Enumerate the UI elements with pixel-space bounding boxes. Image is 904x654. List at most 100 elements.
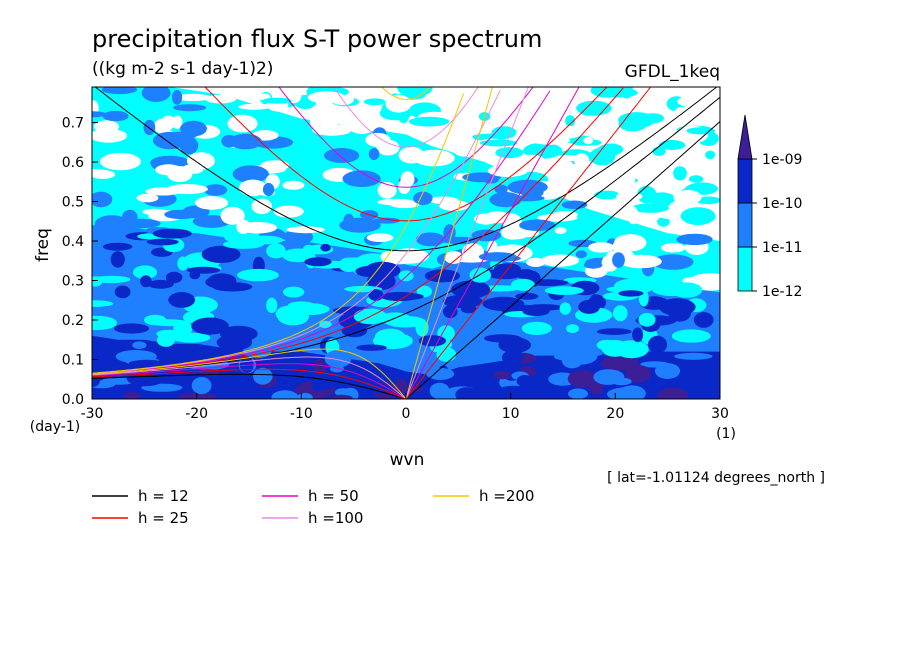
- contour-patch: [657, 387, 689, 399]
- contour-patch: [94, 215, 129, 232]
- contour-patch: [236, 219, 251, 234]
- contour-patch: [398, 146, 425, 164]
- contour-patch: [546, 93, 560, 108]
- colorbar-extension: [737, 114, 753, 160]
- contour-patch: [282, 180, 305, 190]
- contour-patch: [172, 90, 183, 105]
- contour-patch: [146, 238, 179, 246]
- contour-patch: [283, 229, 314, 245]
- colorbar-label: 1e-12: [762, 284, 802, 300]
- contour-patch: [372, 332, 413, 349]
- contour-patch: [92, 300, 114, 307]
- contour-patch: [686, 127, 716, 135]
- x-axis-ticks: -30 -20 -10 0 10 20 30: [81, 393, 729, 422]
- contour-patch: [191, 377, 212, 395]
- contour-patch: [510, 278, 535, 291]
- inertia-gravity-curve-h50: [278, 87, 534, 188]
- contour-patch: [594, 190, 620, 200]
- contour-patch: [132, 341, 147, 350]
- contour-patch: [330, 394, 353, 399]
- contour-patch: [479, 139, 518, 147]
- contour-patch: [559, 302, 571, 315]
- legend: h = 12 h = 25 h = 50 h =100 h =200: [92, 487, 534, 527]
- contour-patch: [647, 192, 676, 205]
- contour-patch: [309, 114, 321, 129]
- contour-patch: [205, 94, 237, 104]
- contour-patch: [201, 245, 241, 263]
- colorbar-label: 1e-10: [762, 196, 802, 212]
- contour-patch: [705, 150, 716, 160]
- y-axis-unit: (day-1): [30, 419, 80, 435]
- contour-patch: [147, 279, 174, 289]
- contour-patch: [451, 280, 491, 299]
- contour-patch: [156, 333, 175, 347]
- x-tick-label: 20: [606, 406, 624, 422]
- contour-patch: [266, 297, 278, 313]
- contour-patch: [408, 116, 450, 127]
- contour-patch: [92, 315, 118, 331]
- contour-patch: [266, 243, 286, 259]
- contour-patch: [544, 286, 584, 295]
- x-axis-label: wvn: [390, 450, 425, 470]
- contour-patch: [262, 97, 292, 104]
- rossby-curve-h12: [92, 373, 407, 399]
- contour-patch: [368, 148, 380, 160]
- contour-patch: [460, 304, 477, 314]
- contour-patch: [627, 206, 639, 225]
- contour-patch: [154, 118, 172, 134]
- contour-patch: [397, 87, 433, 97]
- contour-patch: [673, 190, 702, 205]
- contour-patch: [297, 392, 313, 399]
- contour-patch: [174, 93, 212, 101]
- x-tick-label: 30: [711, 406, 729, 422]
- contour-patch: [575, 250, 587, 259]
- contour-patch: [385, 94, 412, 113]
- contour-patch: [415, 232, 446, 247]
- contour-patch: [478, 371, 493, 384]
- contour-patch: [624, 278, 664, 289]
- contour-patch: [238, 103, 271, 110]
- contour-patch: [186, 266, 221, 274]
- contour-patch: [366, 233, 394, 243]
- contour-patch: [192, 215, 231, 228]
- contour-patch: [526, 257, 546, 267]
- inertia-gravity-curve-h25: [204, 87, 608, 222]
- contour-patch: [482, 387, 504, 399]
- contour-patch: [368, 289, 384, 301]
- y-axis-ticks: 0.0 0.1 0.2 0.3 0.4 0.5 0.6 0.7: [62, 116, 98, 408]
- mixed-rossby-gravity-curve-h50: [92, 90, 551, 375]
- contour-patch: [616, 191, 643, 202]
- contour-patch: [618, 385, 646, 399]
- contour-patch: [599, 172, 636, 189]
- dispersion-curves: [92, 87, 720, 399]
- contour-patch: [92, 353, 108, 361]
- contour-patch: [522, 306, 550, 316]
- contour-patch: [260, 160, 290, 171]
- contour-patch: [523, 142, 563, 159]
- contour-patch: [324, 148, 360, 163]
- contour-patch: [207, 273, 237, 289]
- legend-label: h = 12: [138, 487, 189, 505]
- x-tick-label: -30: [81, 406, 104, 422]
- contour-patch: [141, 87, 171, 102]
- contour-patch: [380, 251, 398, 263]
- contour-patch: [518, 97, 547, 108]
- contour-patch: [583, 261, 603, 269]
- contour-patch: [348, 119, 375, 134]
- contour-patch: [346, 367, 368, 376]
- contour-patch: [680, 207, 716, 226]
- y-tick-label: 0.2: [62, 313, 84, 329]
- contour-patch: [121, 160, 140, 169]
- contour-patch: [574, 153, 590, 168]
- kelvin-curve-h25: [405, 87, 652, 399]
- contour-patch: [195, 196, 229, 210]
- contour-patch: [620, 87, 633, 99]
- contour-patch: [373, 217, 400, 224]
- colorbar-segment: [737, 158, 753, 204]
- contour-patch: [334, 388, 351, 397]
- contour-patch: [625, 365, 651, 383]
- contour-patch: [92, 191, 113, 208]
- mixed-rossby-gravity-curve-h200: [92, 93, 465, 374]
- contour-patch: [216, 334, 253, 351]
